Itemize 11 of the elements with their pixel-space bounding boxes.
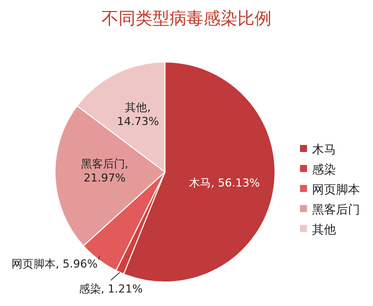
legend-label: 木马 <box>312 142 336 156</box>
data-label: 感染, 1.21% <box>78 282 143 296</box>
legend-label: 黑客后门 <box>312 202 360 216</box>
chart-title: 不同类型病毒感染比例 <box>102 9 272 29</box>
data-label: 木马, 56.13% <box>188 176 260 190</box>
legend-label: 网页脚本 <box>312 182 360 196</box>
data-label: 网页脚本, 5.96% <box>12 258 98 271</box>
legend-label: 其他 <box>312 222 336 236</box>
data-label: 其他, 14.73% <box>117 100 159 128</box>
data-label: 黑客后门, 21.97% <box>80 158 128 185</box>
legend-label: 感染 <box>312 162 336 176</box>
